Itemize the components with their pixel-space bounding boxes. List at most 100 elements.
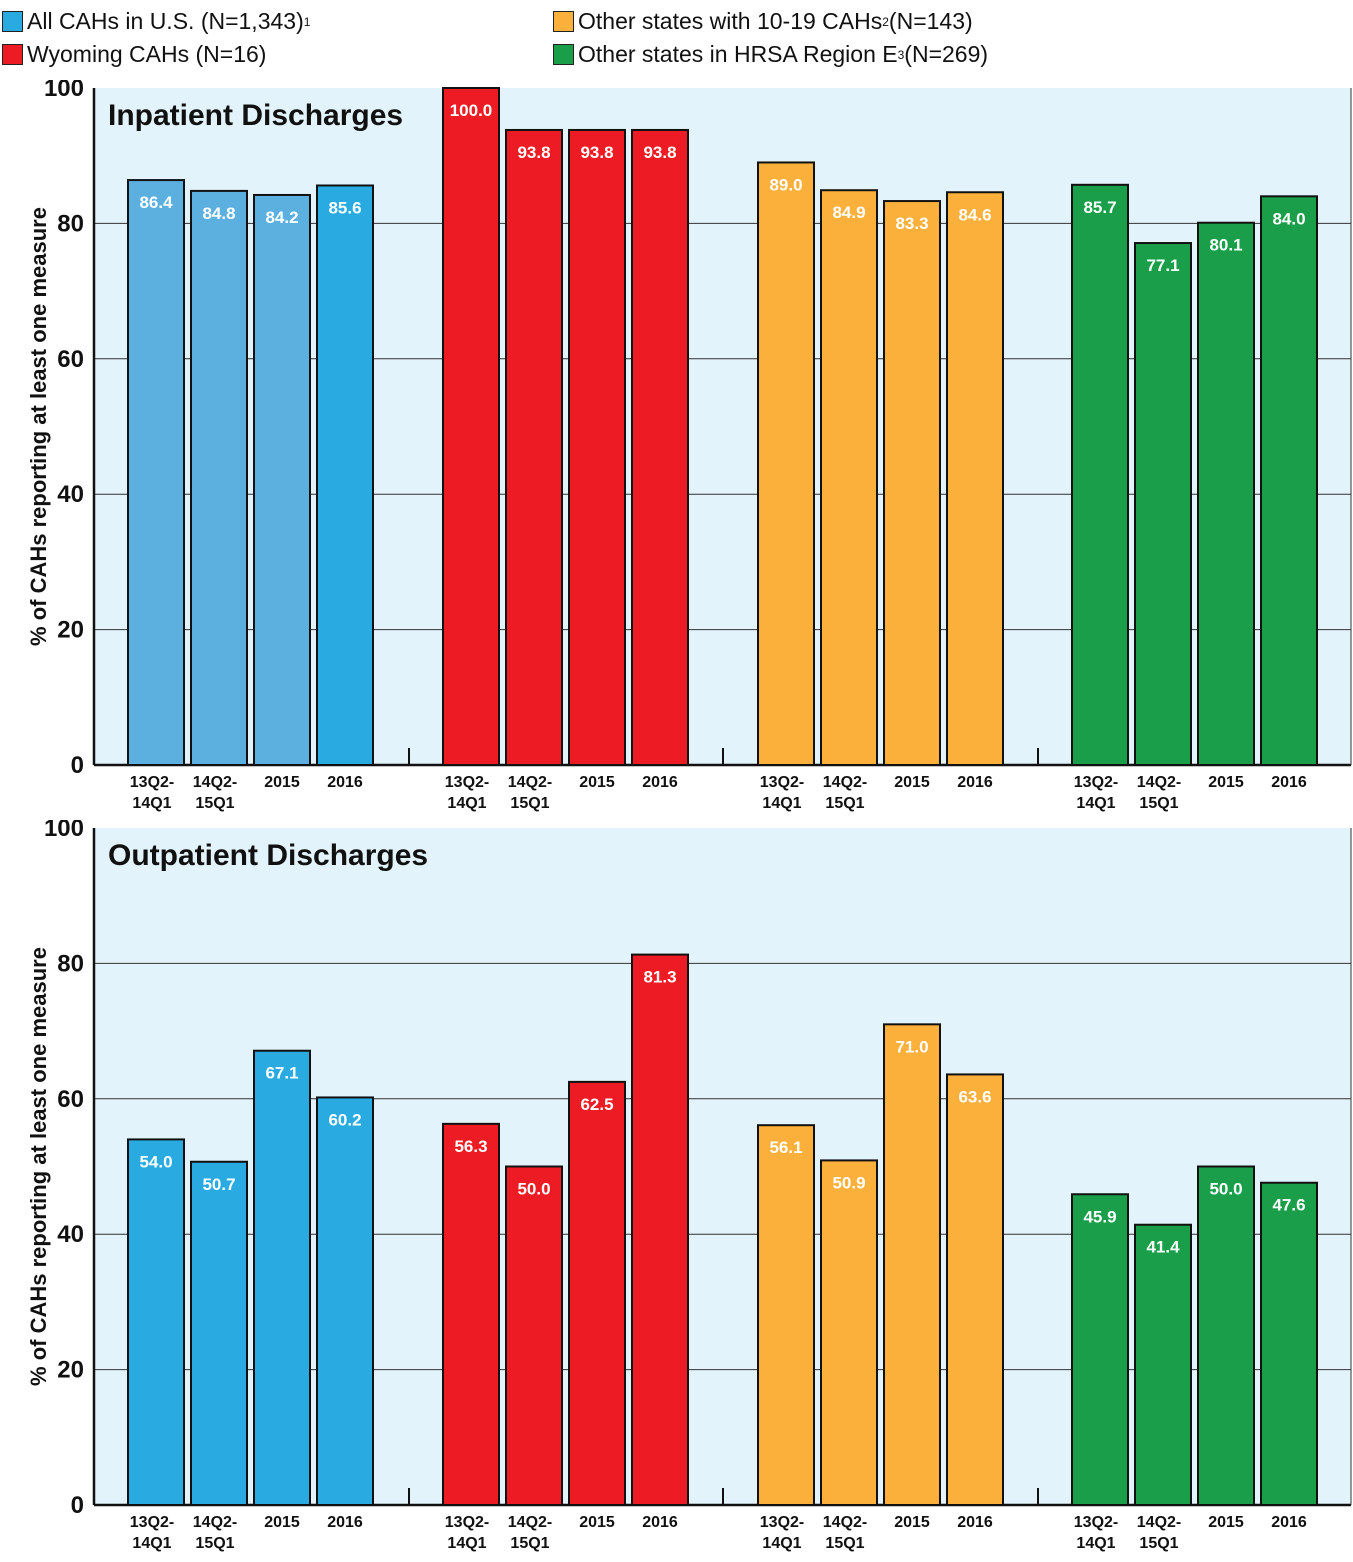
legend-item-us: All CAHs in U.S. (N=1,343) 1 (2, 8, 310, 35)
x-tick-label: 14Q2-15Q1 (1137, 1514, 1181, 1552)
y-tick-label: 40 (57, 1221, 84, 1248)
x-tick-label: 13Q2-14Q1 (130, 774, 174, 812)
data-label: 93.8 (580, 143, 613, 162)
data-label: 89.0 (769, 175, 802, 194)
x-tick-label: 14Q2-15Q1 (193, 774, 237, 812)
legend-footnote-us: 1 (303, 14, 311, 29)
data-label: 54.0 (139, 1152, 172, 1171)
x-tick-label: 2015 (264, 1514, 300, 1531)
data-label: 83.3 (895, 214, 928, 233)
x-tick-label: 13Q2-14Q1 (445, 1514, 489, 1552)
data-label: 80.1 (1209, 236, 1242, 255)
data-label: 77.1 (1146, 256, 1179, 275)
x-tick-label: 13Q2-14Q1 (130, 1514, 174, 1552)
data-label: 62.5 (580, 1095, 613, 1114)
x-tick-label: 2016 (327, 774, 363, 791)
x-tick-label: 2016 (957, 774, 993, 791)
bar (127, 1138, 185, 1506)
bar (505, 1165, 563, 1506)
y-tick-label: 100 (44, 80, 84, 102)
data-label: 85.6 (328, 198, 361, 217)
legend-item-other-states: Other states with 10-19 CAHs 2 (N=143) (553, 8, 973, 35)
x-tick-label: 2015 (579, 774, 615, 791)
x-tick-label: 2016 (642, 1514, 678, 1531)
data-label: 63.6 (958, 1087, 991, 1106)
bar (1197, 1165, 1255, 1506)
x-tick-label: 13Q2-14Q1 (1074, 774, 1118, 812)
y-tick-label: 20 (57, 617, 84, 644)
y-tick-label: 20 (57, 1357, 84, 1384)
data-label: 84.2 (265, 208, 298, 227)
bar (1260, 195, 1318, 766)
legend-label-other-states: Other states with 10-19 CAHs (578, 8, 883, 34)
data-label: 84.6 (958, 205, 991, 224)
data-label: 50.0 (1209, 1180, 1242, 1199)
panel-title: Inpatient Discharges (108, 99, 403, 132)
data-label: 41.4 (1146, 1238, 1180, 1257)
x-tick-label: 13Q2-14Q1 (760, 1514, 804, 1552)
data-label: 50.9 (832, 1173, 865, 1192)
bar (820, 1159, 878, 1506)
data-label: 93.8 (643, 143, 676, 162)
bar (820, 189, 878, 767)
x-tick-label: 2016 (957, 1514, 993, 1531)
legend-swatch-us (2, 11, 23, 32)
data-label: 56.3 (454, 1137, 487, 1156)
x-tick-label: 2016 (327, 1514, 363, 1531)
x-tick-label: 2015 (1208, 774, 1244, 791)
y-tick-label: 0 (71, 1492, 84, 1519)
bar (757, 161, 815, 767)
y-tick-label: 60 (57, 1086, 84, 1113)
data-label: 85.7 (1083, 198, 1116, 217)
x-tick-label: 2016 (1271, 1514, 1307, 1531)
bar (190, 1160, 248, 1506)
data-label: 45.9 (1083, 1207, 1116, 1226)
y-axis-title: % of CAHs reporting at least one measure (26, 947, 51, 1386)
y-tick-label: 80 (57, 210, 84, 237)
x-tick-label: 2015 (894, 774, 930, 791)
data-label: 84.9 (832, 203, 865, 222)
data-label: 84.8 (202, 204, 235, 223)
legend-label-wyoming: Wyoming CAHs (N=16) (27, 41, 267, 67)
bar (757, 1124, 815, 1506)
data-label: 67.1 (265, 1064, 298, 1083)
x-tick-label: 13Q2-14Q1 (1074, 1514, 1118, 1552)
x-tick-label: 2016 (1271, 774, 1307, 791)
bar (505, 128, 563, 766)
bar (442, 1122, 500, 1506)
inpatient-discharges-chart: 0 20 40 60 80 100 % of CAHs reporting at least… (26, 80, 1352, 812)
legend-swatch-other-states (553, 11, 574, 32)
legend-footnote-other-states: 2 (882, 14, 889, 29)
x-tick-label: 14Q2-15Q1 (508, 1514, 552, 1552)
data-label: 47.6 (1272, 1196, 1305, 1215)
x-tick-label: 13Q2-14Q1 (760, 774, 804, 812)
data-label: 60.2 (328, 1110, 361, 1129)
x-tick-label: 2016 (642, 774, 678, 791)
x-tick-label: 14Q2-15Q1 (823, 774, 867, 812)
bar (316, 1096, 374, 1506)
data-label: 100.0 (450, 101, 493, 120)
y-tick-label: 40 (57, 481, 84, 508)
y-tick-label: 80 (57, 950, 84, 977)
legend-count-other-states: (N=143) (888, 8, 973, 34)
bar (1197, 221, 1255, 766)
outpatient-discharges-chart: 0 20 40 60 80 100 % of CAHs reporting at least… (26, 820, 1352, 1552)
bar (1071, 183, 1129, 767)
legend-swatch-wyoming (2, 44, 23, 65)
data-label: 50.0 (517, 1180, 550, 1199)
bar (631, 128, 689, 766)
x-tick-label: 2015 (894, 1514, 930, 1531)
bar (883, 200, 941, 766)
x-tick-label: 2015 (579, 1514, 615, 1531)
y-tick-label: 100 (44, 820, 84, 842)
legend-label-region-e: Other states in HRSA Region E (578, 41, 898, 67)
bar (631, 953, 689, 1506)
y-tick-label: 60 (57, 346, 84, 373)
legend-count-region-e: (N=269) (904, 41, 989, 67)
x-tick-label: 14Q2-15Q1 (508, 774, 552, 812)
bar (253, 193, 311, 766)
bar (1260, 1181, 1318, 1506)
x-tick-label: 14Q2-15Q1 (823, 1514, 867, 1552)
data-label: 50.7 (202, 1175, 235, 1194)
x-tick-label: 14Q2-15Q1 (1137, 774, 1181, 812)
